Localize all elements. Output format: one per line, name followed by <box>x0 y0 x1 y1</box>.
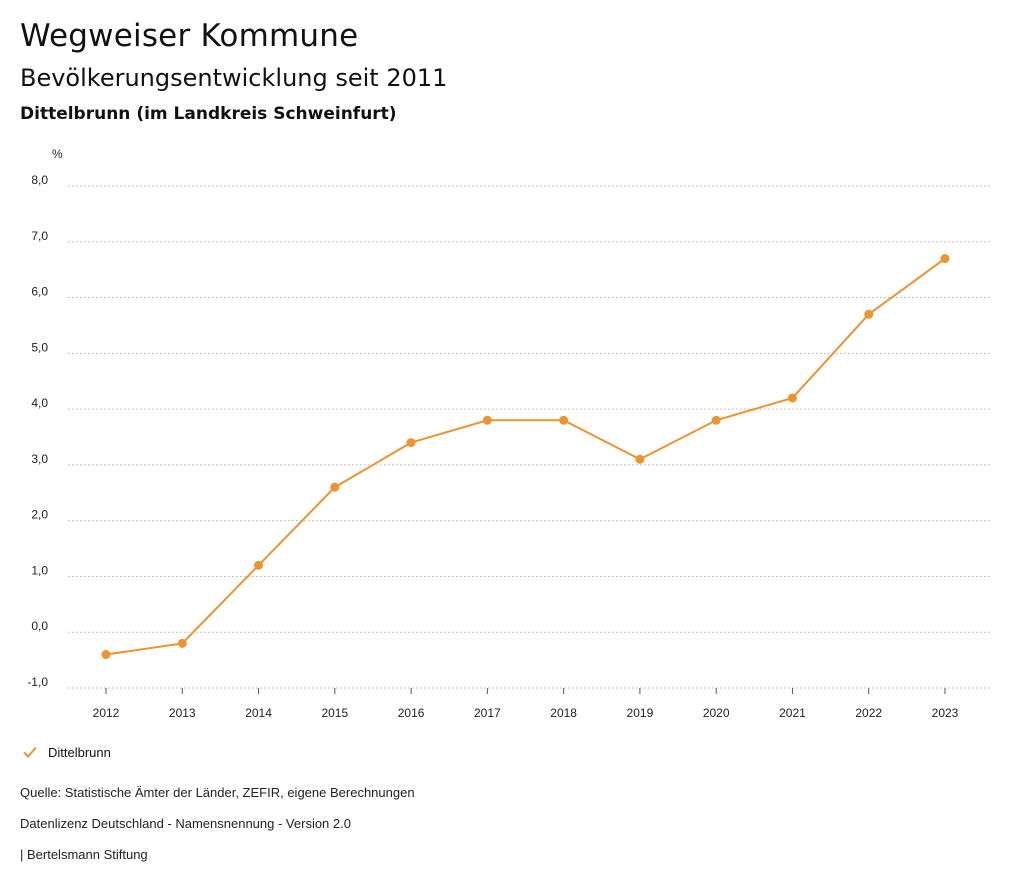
page-title: Wegweiser Kommune <box>20 18 359 54</box>
x-tick-label: 2017 <box>474 706 501 720</box>
y-tick-label: 4,0 <box>31 396 48 410</box>
chart-subtitle: Bevölkerungsentwicklung seit 2011 <box>20 64 448 92</box>
data-point[interactable] <box>330 482 340 492</box>
y-tick-label: 7,0 <box>31 229 48 243</box>
series-line <box>105 257 946 656</box>
data-point[interactable] <box>711 415 721 425</box>
data-point[interactable] <box>177 638 187 648</box>
x-tick-label: 2019 <box>627 706 654 720</box>
source-note: Quelle: Statistische Ämter der Länder, Z… <box>20 785 415 800</box>
y-tick-label: 6,0 <box>31 285 48 299</box>
license-note: Datenlizenz Deutschland - Namensnennung … <box>20 816 351 831</box>
legend[interactable]: Dittelbrunn <box>22 744 111 760</box>
x-tick-label: 2014 <box>245 706 272 720</box>
data-point[interactable] <box>559 415 569 425</box>
y-tick-label: 3,0 <box>31 452 48 466</box>
data-point[interactable] <box>864 309 874 319</box>
x-tick-label: 2020 <box>703 706 730 720</box>
grid-lines <box>68 185 990 689</box>
region-label: Dittelbrunn (im Landkreis Schweinfurt) <box>20 104 397 124</box>
x-tick-label: 2023 <box>932 706 959 720</box>
data-point[interactable] <box>406 438 416 448</box>
data-point[interactable] <box>635 454 645 464</box>
data-point[interactable] <box>482 415 492 425</box>
data-point[interactable] <box>101 650 111 660</box>
x-tick-label: 2015 <box>321 706 348 720</box>
data-point[interactable] <box>254 560 264 570</box>
x-tick-label: 2013 <box>169 706 196 720</box>
x-tick-label: 2018 <box>550 706 577 720</box>
y-tick-label: -1,0 <box>27 675 48 689</box>
line-chart: % -1,00,01,02,03,04,05,06,07,08,0 2012 20… <box>27 147 990 720</box>
y-unit-label: % <box>52 147 63 161</box>
x-tick-label: 2016 <box>398 706 425 720</box>
x-tick-label: 2021 <box>779 706 806 720</box>
x-tick-label: 2012 <box>93 706 120 720</box>
data-point[interactable] <box>940 254 950 264</box>
legend-item-label: Dittelbrunn <box>48 744 111 760</box>
y-tick-label: 0,0 <box>31 619 48 633</box>
series-dittelbrunn <box>101 254 950 660</box>
y-tick-label: 8,0 <box>31 173 48 187</box>
y-tick-label: 1,0 <box>31 563 48 577</box>
y-axis-ticks: -1,0 0,0 1,0 2,0 3,0 4,0 5,0 6,0 7,0 8,0 <box>27 173 48 689</box>
y-tick-label: 5,0 <box>31 340 48 354</box>
x-axis-ticks: 2012 2013 2014 2015 2016 2017 2018 2019 2020 2021… <box>93 688 959 720</box>
x-tick-label: 2022 <box>855 706 882 720</box>
publisher-note: | Bertelsmann Stiftung <box>20 847 148 862</box>
y-tick-label: 2,0 <box>31 508 48 522</box>
checkmark-icon <box>23 746 37 758</box>
data-point[interactable] <box>787 393 797 403</box>
